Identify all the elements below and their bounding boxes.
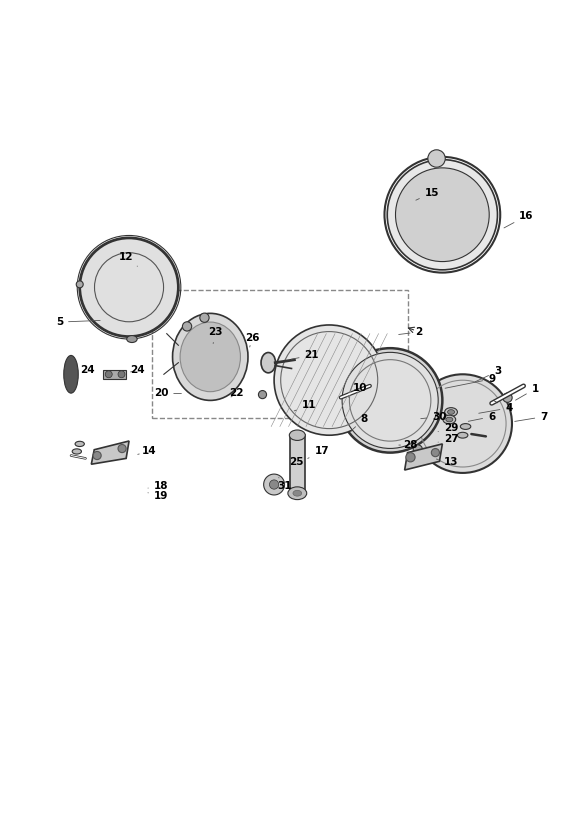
Circle shape [413, 445, 423, 454]
Text: 19: 19 [148, 491, 168, 501]
Text: 22: 22 [229, 388, 244, 398]
Ellipse shape [293, 490, 301, 496]
Circle shape [338, 349, 442, 452]
Text: 24: 24 [131, 365, 145, 375]
Circle shape [274, 325, 384, 435]
Text: 14: 14 [138, 447, 157, 456]
Ellipse shape [173, 313, 248, 400]
Text: 6: 6 [468, 412, 496, 422]
Ellipse shape [458, 433, 468, 438]
Circle shape [342, 353, 438, 448]
Text: 23: 23 [208, 327, 222, 344]
Text: 10: 10 [349, 382, 367, 397]
Circle shape [80, 238, 178, 336]
Text: 7: 7 [515, 412, 547, 422]
Ellipse shape [443, 415, 456, 424]
Circle shape [431, 448, 440, 456]
Text: 5: 5 [56, 317, 100, 327]
Circle shape [264, 474, 285, 495]
Text: 13: 13 [436, 457, 458, 467]
Circle shape [200, 313, 209, 322]
Ellipse shape [76, 281, 83, 288]
Text: 21: 21 [292, 350, 319, 360]
Bar [152, 290, 408, 418]
Text: 1: 1 [515, 384, 539, 400]
Text: 26: 26 [245, 333, 259, 347]
Text: 15: 15 [416, 188, 439, 200]
Text: 11: 11 [294, 400, 316, 411]
Ellipse shape [127, 335, 137, 343]
Text: 4: 4 [479, 403, 513, 414]
Circle shape [406, 452, 415, 462]
Text: 9: 9 [445, 374, 495, 388]
Text: 27: 27 [438, 434, 458, 444]
Ellipse shape [448, 410, 455, 414]
Ellipse shape [446, 417, 453, 422]
Circle shape [118, 371, 125, 377]
Circle shape [258, 391, 266, 399]
Circle shape [106, 371, 112, 377]
Circle shape [387, 160, 497, 269]
Ellipse shape [461, 424, 471, 429]
Text: 28: 28 [399, 440, 417, 450]
Text: 30: 30 [421, 412, 447, 422]
Bar [103, 370, 126, 379]
Circle shape [503, 393, 512, 402]
Text: 2: 2 [399, 327, 423, 337]
Ellipse shape [64, 355, 78, 393]
Text: 16: 16 [504, 211, 534, 228]
Circle shape [413, 374, 512, 473]
Ellipse shape [288, 487, 307, 499]
Text: 17: 17 [308, 447, 329, 458]
Circle shape [182, 322, 192, 331]
Text: 24: 24 [80, 365, 94, 375]
Text: 20: 20 [154, 388, 181, 399]
Text: 31: 31 [278, 478, 292, 490]
Text: 12: 12 [119, 251, 138, 266]
Circle shape [269, 480, 279, 489]
Circle shape [118, 444, 126, 452]
Ellipse shape [72, 449, 82, 454]
Polygon shape [405, 444, 442, 470]
Circle shape [395, 168, 489, 261]
Ellipse shape [261, 353, 276, 372]
Ellipse shape [445, 408, 458, 416]
Text: 18: 18 [148, 480, 168, 490]
Ellipse shape [289, 430, 305, 441]
Text: 3: 3 [475, 367, 501, 382]
Ellipse shape [75, 442, 85, 447]
Bar [290, 435, 304, 494]
Text: 8: 8 [352, 414, 368, 430]
Ellipse shape [180, 322, 240, 391]
Text: 29: 29 [438, 424, 458, 433]
Text: 25: 25 [289, 457, 303, 467]
Circle shape [428, 150, 445, 167]
Polygon shape [92, 441, 129, 464]
Circle shape [93, 452, 101, 460]
